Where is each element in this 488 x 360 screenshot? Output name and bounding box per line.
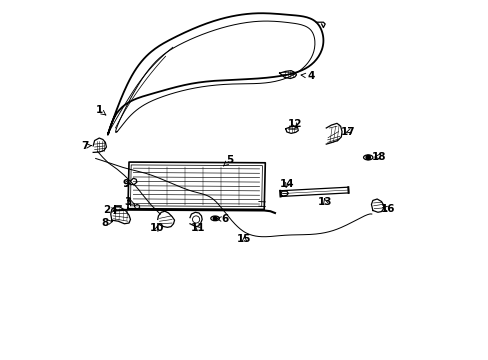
Circle shape bbox=[213, 217, 217, 220]
Text: 18: 18 bbox=[371, 152, 386, 162]
Text: 5: 5 bbox=[223, 155, 233, 166]
Text: 8: 8 bbox=[101, 218, 112, 228]
Circle shape bbox=[366, 155, 369, 159]
Text: 9: 9 bbox=[122, 179, 130, 189]
Text: 10: 10 bbox=[149, 224, 163, 233]
Text: 16: 16 bbox=[380, 204, 394, 214]
Text: 4: 4 bbox=[301, 71, 314, 81]
Text: 1: 1 bbox=[96, 105, 105, 115]
Text: 3: 3 bbox=[124, 197, 134, 207]
Text: 14: 14 bbox=[280, 179, 294, 189]
Text: 17: 17 bbox=[341, 127, 355, 136]
Text: 13: 13 bbox=[317, 197, 332, 207]
Text: 2: 2 bbox=[102, 206, 116, 216]
Text: 12: 12 bbox=[287, 120, 301, 129]
Text: 15: 15 bbox=[237, 234, 251, 244]
Text: 6: 6 bbox=[216, 215, 228, 224]
Text: 11: 11 bbox=[190, 224, 204, 233]
Text: 7: 7 bbox=[81, 141, 91, 151]
